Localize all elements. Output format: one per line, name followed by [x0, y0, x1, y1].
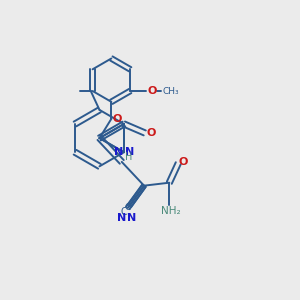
Text: N: N — [125, 147, 134, 157]
Text: N: N — [118, 213, 127, 223]
Text: N: N — [114, 147, 123, 157]
Text: CH₃: CH₃ — [163, 86, 179, 95]
Text: C: C — [125, 203, 131, 212]
Text: O: O — [147, 128, 156, 138]
Text: O: O — [179, 157, 188, 167]
Text: C: C — [121, 207, 128, 218]
Text: NH₂: NH₂ — [161, 206, 181, 216]
Text: O: O — [147, 86, 157, 96]
Text: O: O — [112, 114, 122, 124]
Text: N: N — [127, 213, 136, 224]
Text: H: H — [124, 152, 132, 161]
